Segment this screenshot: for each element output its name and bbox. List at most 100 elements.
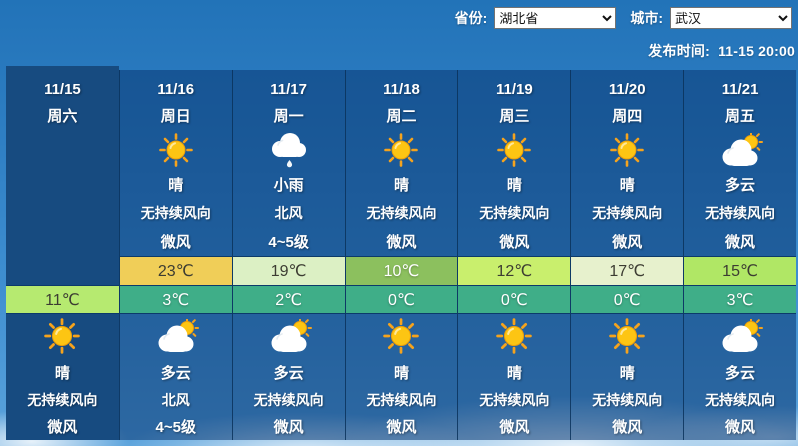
high-temp-value: 19℃ bbox=[270, 263, 307, 280]
forecast-column: 11/15 周六 bbox=[6, 66, 119, 440]
publish-time: 发布时间: 11-15 20:00 bbox=[648, 41, 795, 61]
day-wind-power: 微风 bbox=[386, 234, 417, 251]
night-wind-power: 微风 bbox=[47, 419, 78, 436]
high-temp-cell: 15℃ bbox=[684, 256, 796, 285]
low-temp-cell: 2℃ bbox=[232, 285, 345, 314]
sunny-icon bbox=[44, 318, 81, 354]
night-wind-power: 微风 bbox=[612, 419, 643, 436]
night-wind-direction: 无持续风向 bbox=[479, 391, 550, 408]
night-weather-icon bbox=[233, 314, 345, 358]
night-wind-power: 微风 bbox=[499, 419, 530, 436]
sunny-icon bbox=[497, 133, 532, 167]
night-wind-direction: 无持续风向 bbox=[27, 391, 98, 408]
night-wind-power: 微风 bbox=[386, 419, 417, 436]
low-temp-cell: 0℃ bbox=[345, 285, 458, 314]
day-wind-direction bbox=[6, 198, 119, 227]
day-condition: 晴 bbox=[506, 176, 522, 194]
day-condition bbox=[6, 170, 119, 198]
day-wind-direction: 无持续风向 bbox=[366, 204, 437, 221]
day-condition: 晴 bbox=[619, 176, 635, 194]
day-condition: 多云 bbox=[725, 176, 756, 194]
high-temp-cell: 12℃ bbox=[458, 256, 571, 285]
sunny-icon bbox=[158, 133, 193, 167]
night-condition: 晴 bbox=[619, 364, 635, 382]
night-condition: 晴 bbox=[54, 364, 70, 382]
forecast-column: 11/17 周一 bbox=[231, 70, 345, 440]
low-temp-value: 0℃ bbox=[388, 291, 415, 309]
night-weather-icon bbox=[346, 314, 458, 358]
weekday-label: 周二 bbox=[386, 107, 417, 125]
high-temp-value: 17℃ bbox=[609, 263, 646, 280]
partly-cloudy-icon bbox=[271, 319, 312, 352]
low-temp-value: 0℃ bbox=[613, 291, 641, 309]
day-wind-direction: 无持续风向 bbox=[592, 204, 663, 221]
weekday-label: 周三 bbox=[499, 107, 530, 125]
high-temp-cell bbox=[6, 256, 119, 285]
night-condition: 多云 bbox=[160, 364, 191, 382]
date-label: 11/21 bbox=[721, 81, 759, 98]
weekday-label: 周四 bbox=[612, 107, 643, 125]
night-wind-direction: 无持续风向 bbox=[592, 391, 663, 408]
partly-cloudy-icon bbox=[158, 319, 199, 352]
day-wind-power: 微风 bbox=[499, 234, 530, 251]
high-temp-value: 12℃ bbox=[496, 263, 533, 280]
night-condition: 晴 bbox=[506, 364, 522, 382]
day-weather-icon bbox=[458, 130, 570, 170]
high-temp-value: 10℃ bbox=[383, 263, 420, 280]
forecast-column: 11/19 周三 bbox=[457, 70, 571, 440]
date-label: 11/18 bbox=[383, 81, 420, 98]
day-weather-icon bbox=[233, 130, 345, 170]
weekday-label: 周一 bbox=[273, 107, 304, 125]
day-weather-icon bbox=[571, 130, 683, 170]
day-weather-icon bbox=[6, 130, 119, 170]
day-condition: 晴 bbox=[393, 176, 409, 194]
day-wind-power: 4~5级 bbox=[268, 234, 309, 251]
low-temp-value: 0℃ bbox=[500, 291, 528, 309]
sunny-icon bbox=[609, 318, 645, 354]
night-condition: 多云 bbox=[273, 364, 304, 382]
province-select[interactable]: 湖北省 bbox=[494, 7, 617, 29]
weekday-label: 周五 bbox=[725, 107, 756, 125]
low-temp-value: 2℃ bbox=[275, 291, 303, 309]
high-temp-cell: 23℃ bbox=[119, 256, 232, 285]
day-weather-icon bbox=[120, 130, 232, 170]
night-wind-direction: 无持续风向 bbox=[366, 391, 437, 408]
low-temp-cell: 3℃ bbox=[684, 285, 796, 314]
high-temp-value: 15℃ bbox=[722, 263, 758, 280]
day-wind-direction: 无持续风向 bbox=[479, 204, 550, 221]
low-temp-cell: 0℃ bbox=[458, 285, 571, 314]
night-wind-direction: 无持续风向 bbox=[253, 391, 324, 408]
night-weather-icon bbox=[120, 314, 232, 358]
date-label: 11/17 bbox=[270, 81, 307, 98]
day-condition: 小雨 bbox=[273, 176, 304, 194]
date-label: 11/19 bbox=[495, 81, 533, 98]
low-temp-cell: 3℃ bbox=[119, 285, 232, 314]
sunny-icon bbox=[496, 318, 533, 354]
low-temp-cell: 11℃ bbox=[6, 285, 119, 314]
night-wind-direction: 无持续风向 bbox=[705, 391, 776, 408]
forecast-grid: 11/15 周六 bbox=[6, 66, 796, 440]
publish-time-label: 发布时间: bbox=[648, 43, 710, 59]
day-weather-icon bbox=[346, 130, 458, 170]
light-rain-icon bbox=[271, 133, 306, 168]
day-wind-direction: 无持续风向 bbox=[705, 204, 776, 221]
toolbar: 省份: 湖北省 城市: 武汉 bbox=[455, 7, 792, 29]
city-group: 城市: 武汉 bbox=[630, 7, 792, 29]
high-temp-value: 23℃ bbox=[157, 263, 194, 280]
weekday-label: 周六 bbox=[47, 107, 78, 125]
city-select[interactable]: 武汉 bbox=[670, 7, 792, 29]
high-temp-cell: 10℃ bbox=[345, 256, 458, 285]
night-wind-power: 4~5级 bbox=[155, 419, 196, 436]
high-temp-cell: 17℃ bbox=[571, 256, 684, 285]
low-temp-value: 3℃ bbox=[726, 291, 754, 309]
day-wind-power: 微风 bbox=[612, 234, 643, 251]
publish-time-value: 11-15 20:00 bbox=[718, 43, 795, 59]
night-weather-icon bbox=[571, 314, 683, 358]
night-wind-power: 微风 bbox=[273, 419, 304, 436]
forecast-column: 11/21 周五 bbox=[683, 70, 796, 440]
low-temp-value: 11℃ bbox=[45, 291, 80, 309]
high-temp-cell: 19℃ bbox=[232, 256, 345, 285]
day-weather-icon bbox=[684, 130, 796, 170]
night-wind-power: 微风 bbox=[725, 419, 756, 436]
day-wind-direction: 无持续风向 bbox=[140, 204, 211, 221]
